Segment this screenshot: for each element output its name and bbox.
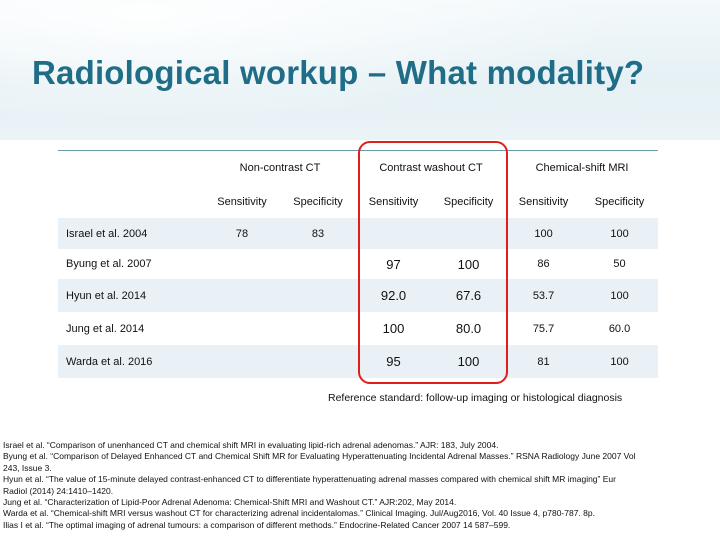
value-cell [204, 279, 280, 312]
value-cell: 100 [431, 345, 507, 378]
value-cell [356, 218, 432, 249]
value-cell [204, 312, 280, 345]
table-group-header-row: Non-contrast CT Contrast washout CT Chem… [58, 150, 659, 185]
subheader-cell: Specificity [594, 195, 645, 208]
value-cell: 78 [204, 218, 280, 249]
reference-standard-note: Reference standard: follow-up imaging or… [328, 392, 623, 404]
value-cell: 100 [382, 321, 405, 336]
reference-line: Israel et al. “Comparison of unenhanced … [3, 440, 499, 450]
value-cell [204, 249, 280, 279]
value-cell: 50 [613, 258, 626, 270]
group-header-washout-ct: Contrast washout CT [356, 150, 507, 185]
reference-line: Warda et al. “Chemical-shift MRI versus … [3, 508, 595, 519]
study-name: Byung et al. 2007 [66, 258, 152, 270]
slide-title: Radiological workup – What modality? [32, 54, 645, 91]
value-cell [204, 345, 280, 378]
value-cell [431, 218, 507, 249]
value-cell: 53.7 [506, 279, 582, 312]
reference-line: Jung et al. “Characterization of Lipid-P… [3, 497, 457, 508]
value-cell: 100 [506, 218, 582, 249]
study-name: Hyun et al. 2014 [58, 279, 204, 312]
table-subheader-row: Sensitivity Specificity Sensitivity Spec… [58, 185, 658, 218]
subheader-cell: Sensitivity [518, 195, 569, 208]
reference-line: Ilias I et al. “The optimal imaging of a… [3, 519, 511, 530]
value-cell [280, 345, 357, 378]
table-corner-cell [58, 185, 204, 218]
value-cell: 86 [537, 258, 550, 270]
subheader-cell: Sensitivity [217, 195, 267, 208]
group-header-chemical-shift-mri: Chemical-shift MRI [506, 150, 659, 185]
table-row: Warda et al. 2016 95 100 81 100 [58, 345, 659, 378]
value-cell [280, 312, 356, 345]
title-band [0, 0, 720, 140]
value-cell [280, 249, 356, 279]
value-cell: 100 [581, 218, 659, 249]
table-row: Jung et al. 2014 100 80.0 75.7 60.0 [58, 312, 658, 345]
references-list: Israel et al. “Comparison of unenhanced … [3, 440, 717, 531]
value-cell: 92.0 [356, 279, 432, 312]
washout-ct-highlight-box [358, 141, 508, 384]
value-cell: 80.0 [455, 321, 482, 336]
reference-line: 243, Issue 3. [3, 462, 52, 473]
value-cell: 100 [457, 256, 480, 272]
subheader-cell: Sensitivity [368, 195, 419, 208]
table-row: Byung et al. 2007 97 100 86 50 [58, 249, 658, 279]
reference-line: Byung et al. “Comparison of Delayed Enha… [3, 451, 636, 462]
value-cell: 67.6 [431, 279, 507, 312]
value-cell: 100 [581, 345, 659, 378]
value-cell: 75.7 [532, 322, 555, 335]
group-header-noncontrast-ct: Non-contrast CT [204, 150, 357, 185]
study-name: Israel et al. 2004 [58, 218, 204, 249]
value-cell: 81 [506, 345, 582, 378]
table-corner-cell [58, 150, 204, 185]
value-cell: 60.0 [608, 322, 631, 335]
reference-line: Hyun et al. “The value of 15-minute dela… [3, 474, 616, 485]
reference-line: Radiol (2014) 24:1410–1420. [3, 485, 114, 496]
value-cell [280, 279, 357, 312]
comparison-table: Non-contrast CT Contrast washout CT Chem… [58, 150, 659, 378]
value-cell: 83 [280, 218, 357, 249]
table-row: Hyun et al. 2014 92.0 67.6 53.7 100 [58, 279, 659, 312]
study-name: Jung et al. 2014 [66, 322, 145, 335]
value-cell: 100 [581, 279, 659, 312]
table-row: Israel et al. 2004 78 83 100 100 [58, 218, 659, 249]
subheader-cell: Specificity [443, 195, 494, 208]
value-cell: 97 [386, 256, 401, 272]
subheader-cell: Specificity [293, 195, 343, 208]
study-name: Warda et al. 2016 [58, 345, 204, 378]
